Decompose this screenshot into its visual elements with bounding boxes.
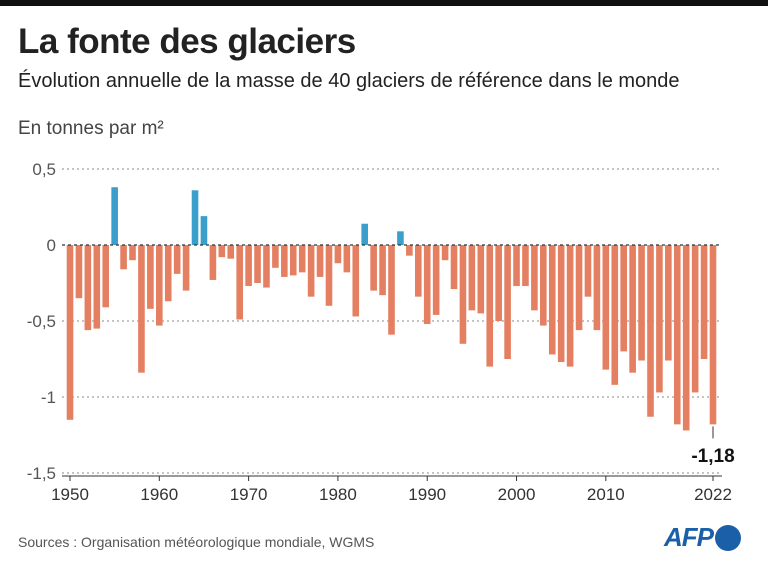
bar-2016 bbox=[656, 245, 663, 393]
bar-1969 bbox=[236, 245, 243, 320]
bar-1973 bbox=[272, 245, 279, 268]
x-tick-label: 1970 bbox=[230, 485, 268, 504]
bar-1985 bbox=[379, 245, 386, 296]
x-tick-label: 1950 bbox=[51, 485, 89, 504]
bar-1962 bbox=[173, 245, 181, 274]
bar-1976 bbox=[298, 245, 306, 273]
bar-1972 bbox=[263, 245, 270, 288]
bar-2020 bbox=[691, 245, 699, 393]
bar-1987 bbox=[397, 231, 404, 245]
bar-2014 bbox=[638, 245, 645, 361]
source-note: Sources : Organisation météorologique mo… bbox=[18, 534, 375, 550]
bar-1999 bbox=[504, 245, 511, 359]
bar-1950 bbox=[66, 245, 74, 420]
bar-1955 bbox=[111, 187, 118, 245]
bar-1952 bbox=[84, 245, 92, 331]
bar-2010 bbox=[602, 245, 610, 370]
bar-1966 bbox=[209, 245, 217, 280]
bar-1959 bbox=[147, 245, 154, 309]
bar-2019 bbox=[682, 245, 690, 431]
bar-1993 bbox=[450, 245, 458, 290]
bar-2015 bbox=[647, 245, 654, 417]
x-tick-label: 1980 bbox=[319, 485, 357, 504]
bar-1964 bbox=[191, 190, 199, 245]
bar-1951 bbox=[75, 245, 83, 299]
bar-1981 bbox=[343, 245, 351, 273]
bar-1994 bbox=[459, 245, 467, 344]
bar-2018 bbox=[673, 245, 681, 425]
y-tick-label: -1,5 bbox=[27, 464, 56, 483]
bar-1980 bbox=[334, 245, 342, 264]
bar-1982 bbox=[352, 245, 360, 317]
bar-1992 bbox=[441, 245, 449, 261]
chart-title: La fonte des glaciers bbox=[18, 22, 356, 61]
bar-1960 bbox=[156, 245, 163, 326]
y-tick-label: 0,5 bbox=[32, 160, 56, 179]
top-bar bbox=[0, 0, 768, 6]
bar-2006 bbox=[566, 245, 574, 367]
bar-2005 bbox=[557, 245, 565, 363]
y-tick-label: -0,5 bbox=[27, 312, 56, 331]
x-tick-label: 1990 bbox=[408, 485, 446, 504]
x-tick-label: 2000 bbox=[498, 485, 536, 504]
bar-1957 bbox=[129, 245, 136, 261]
bar-2004 bbox=[548, 245, 556, 355]
bar-1967 bbox=[218, 245, 226, 258]
bar-1979 bbox=[325, 245, 333, 306]
bar-2002 bbox=[531, 245, 538, 311]
bar-2022 bbox=[709, 245, 717, 425]
bar-1991 bbox=[432, 245, 440, 315]
bar-1963 bbox=[182, 245, 190, 291]
bar-2013 bbox=[629, 245, 636, 373]
bar-1970 bbox=[245, 245, 252, 287]
bar-1956 bbox=[120, 245, 127, 270]
bar-1978 bbox=[316, 245, 324, 277]
bar-2000 bbox=[513, 245, 520, 287]
x-tick-label: 2010 bbox=[587, 485, 625, 504]
bar-2021 bbox=[700, 245, 708, 359]
afp-logo: AFP bbox=[664, 522, 741, 553]
bar-2008 bbox=[584, 245, 592, 297]
bar-2012 bbox=[620, 245, 627, 352]
bar-2009 bbox=[593, 245, 601, 331]
logo-text: AFP bbox=[664, 522, 714, 552]
bar-1974 bbox=[281, 245, 288, 277]
bar-1953 bbox=[93, 245, 101, 329]
bar-1996 bbox=[477, 245, 485, 314]
bar-1989 bbox=[414, 245, 422, 297]
annotation-label: -1,18 bbox=[691, 446, 734, 467]
chart-subtitle: Évolution annuelle de la masse de 40 gla… bbox=[18, 70, 680, 92]
y-axis-unit: En tonnes par m² bbox=[18, 118, 164, 139]
bar-1958 bbox=[138, 245, 145, 373]
bar-1954 bbox=[102, 245, 110, 308]
bar-1961 bbox=[164, 245, 172, 302]
bar-1990 bbox=[423, 245, 431, 325]
bar-2011 bbox=[611, 245, 619, 385]
x-tick-label: 2022 bbox=[694, 485, 732, 504]
bar-1983 bbox=[361, 223, 369, 245]
bar-1965 bbox=[200, 216, 208, 245]
bar-1986 bbox=[388, 245, 395, 335]
bar-1997 bbox=[486, 245, 494, 367]
bar-1988 bbox=[406, 245, 413, 256]
y-tick-label: 0 bbox=[47, 236, 56, 255]
bar-2007 bbox=[575, 245, 583, 331]
x-tick-label: 1960 bbox=[140, 485, 178, 504]
bar-2001 bbox=[522, 245, 529, 287]
y-tick-label: -1 bbox=[41, 388, 56, 407]
bar-1995 bbox=[468, 245, 476, 311]
bar-1971 bbox=[254, 245, 261, 283]
bar-1998 bbox=[495, 245, 502, 321]
bar-2003 bbox=[540, 245, 547, 326]
bar-1984 bbox=[370, 245, 377, 291]
logo-dot-icon bbox=[715, 524, 741, 551]
bar-1968 bbox=[227, 245, 235, 259]
bar-2017 bbox=[665, 245, 672, 361]
bar-1975 bbox=[289, 245, 297, 276]
bar-1977 bbox=[307, 245, 315, 297]
